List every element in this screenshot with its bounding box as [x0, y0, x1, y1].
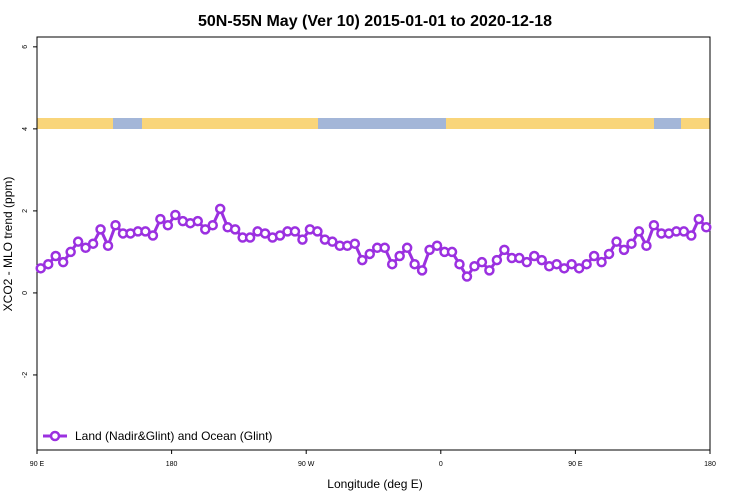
x-tick-label: 90 W [298, 461, 315, 468]
data-point [214, 203, 226, 215]
data-point [409, 258, 420, 270]
data-point [566, 258, 577, 270]
data-point [379, 242, 390, 254]
data-point [641, 240, 652, 252]
data-point [454, 258, 465, 270]
data-point [469, 261, 480, 272]
data-point [588, 250, 600, 262]
y-tick-label: 2 [22, 209, 29, 213]
data-point [140, 226, 151, 237]
data-point [155, 213, 166, 225]
data-point [35, 263, 46, 274]
land-ocean-strip [37, 118, 710, 129]
data-point [72, 236, 84, 247]
data-point [297, 234, 308, 245]
data-point [192, 215, 204, 227]
data-point [357, 254, 368, 266]
data-point [446, 246, 458, 258]
data-point [102, 240, 114, 252]
land [446, 118, 654, 129]
y-tick-label: 6 [22, 45, 29, 49]
data-point [57, 256, 69, 268]
data-point [259, 228, 271, 239]
data-point [499, 244, 510, 256]
data-point [327, 236, 338, 247]
data-point [603, 248, 615, 260]
data-point [312, 226, 323, 237]
chart-title: 50N-55N May (Ver 10) 2015-01-01 to 2020-… [198, 13, 552, 30]
data-point [596, 256, 607, 268]
data-point [558, 263, 570, 274]
data-point [349, 238, 361, 249]
data-point [401, 242, 413, 254]
data-point [394, 250, 405, 262]
x-axis-label: Longitude (deg E) [327, 477, 422, 491]
data-point [536, 254, 547, 266]
legend-marker [49, 430, 61, 442]
data-point [476, 256, 488, 268]
data-point [678, 226, 690, 237]
legend-label: Land (Nadir&Glint) and Ocean (Glint) [75, 429, 272, 443]
data-point [244, 232, 256, 243]
data-point [229, 224, 241, 235]
data-point [461, 271, 473, 282]
data-point [87, 238, 99, 249]
data-point [65, 246, 76, 258]
x-tick-label: 90 E [568, 461, 583, 468]
data-point [484, 265, 495, 276]
data-point [573, 263, 585, 274]
data-point [701, 222, 712, 233]
x-tick-label: 180 [704, 461, 716, 468]
data-point [200, 224, 211, 235]
data-point [50, 250, 61, 262]
data-point [581, 258, 592, 270]
data-point [431, 240, 443, 252]
data-point [693, 213, 705, 225]
data-point [364, 248, 376, 260]
data-point [424, 244, 435, 256]
plot-frame [36, 36, 711, 451]
data-point [626, 238, 637, 249]
data-point [42, 258, 54, 270]
series-line [40, 205, 708, 280]
data-point [289, 226, 301, 237]
data-point [686, 230, 697, 241]
data-point [162, 219, 174, 231]
data-point [514, 252, 525, 264]
data-point [521, 256, 533, 268]
data-point [611, 236, 622, 247]
data-point [551, 258, 562, 270]
data-point [170, 209, 181, 221]
x-tick-label: 180 [166, 461, 178, 468]
data-point [80, 242, 91, 254]
x-tick-label: 90 E [30, 461, 45, 468]
data-point [491, 254, 503, 266]
data-point [147, 230, 159, 241]
data-point [529, 250, 540, 262]
data-point [110, 219, 121, 231]
data-point [416, 265, 428, 276]
land [37, 118, 113, 129]
data-point [95, 224, 106, 235]
land [681, 118, 710, 129]
data-point [386, 258, 398, 270]
data-point [618, 244, 630, 256]
x-tick-label: 0 [439, 461, 443, 468]
data-point [633, 226, 645, 237]
data-point [207, 219, 218, 231]
data-point [274, 230, 286, 241]
y-tick-label: 4 [22, 127, 29, 131]
data-point [648, 219, 660, 231]
y-tick-label: -2 [22, 372, 29, 378]
y-tick-label: 0 [22, 291, 29, 295]
ocean [37, 118, 710, 129]
y-axis-label: XCO2 - MLO trend (ppm) [1, 177, 15, 312]
land [142, 118, 318, 129]
